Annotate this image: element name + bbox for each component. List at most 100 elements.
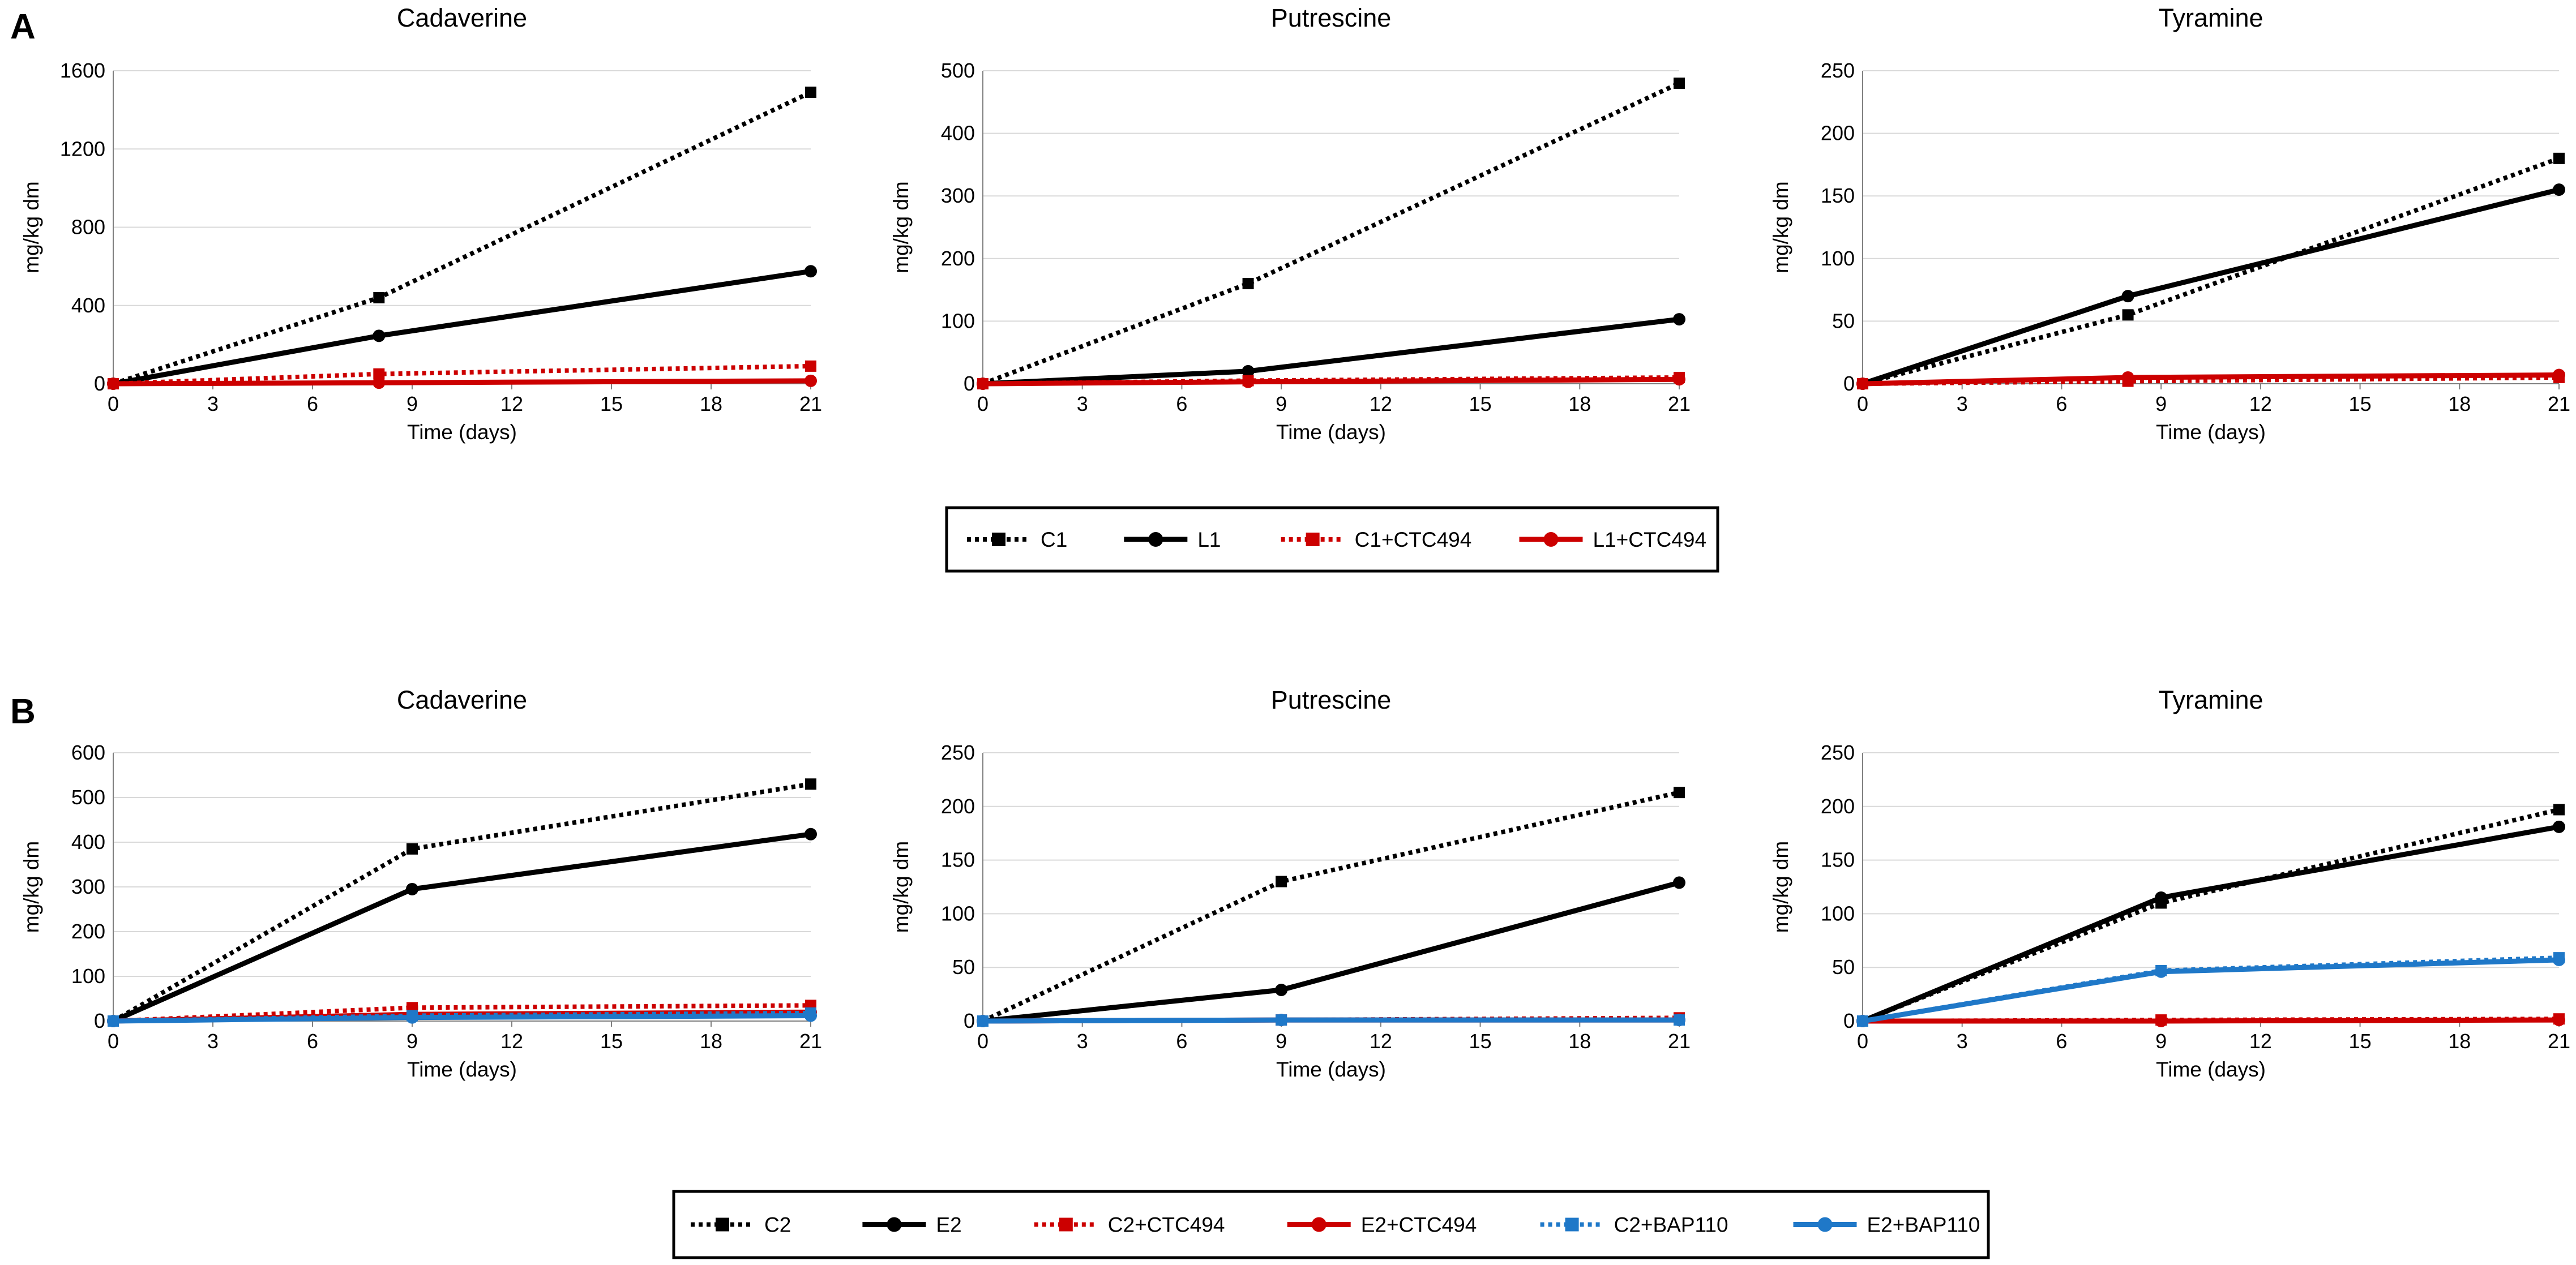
series-e2 (1856, 820, 2565, 1027)
x-axis-label: Time (days) (1276, 421, 1386, 444)
y-axis-label: mg/kg dm (1769, 181, 1792, 273)
y-tick-label: 100 (71, 964, 105, 988)
chart-b-cadaverine: 0 100 200 300 400 500 600 0 3 6 9 12 15 18 21 Cadaverin… (20, 685, 822, 1081)
legend-swatch-marker (716, 1217, 729, 1232)
x-tick-label: 3 (207, 1030, 219, 1053)
series-e2-ctc494 (1856, 1014, 2565, 1027)
legend-label: C2 (764, 1213, 791, 1237)
x-tick-label: 3 (1077, 392, 1088, 415)
series-e2-bap110 (1856, 953, 2565, 1027)
data-point (1673, 876, 1685, 889)
x-tick-label: 9 (406, 392, 418, 415)
data-point (805, 778, 816, 790)
x-tick-label: 21 (1668, 392, 1691, 415)
y-tick-label: 400 (71, 830, 105, 854)
data-point (2553, 183, 2565, 196)
x-tick-label: 12 (1370, 1030, 1392, 1053)
y-tick-label: 600 (71, 741, 105, 764)
x-tick-label: 15 (1469, 392, 1492, 415)
y-tick-label: 200 (941, 247, 975, 270)
data-point (406, 843, 418, 855)
legend-label: C2+CTC494 (1108, 1213, 1225, 1237)
legend-swatch-marker (1817, 1217, 1833, 1232)
series-c2 (977, 787, 1685, 1027)
y-tick-label: 0 (94, 1009, 105, 1032)
data-point (805, 360, 816, 372)
data-point (373, 376, 386, 389)
data-point (1242, 365, 1255, 378)
y-tick-label: 1600 (60, 59, 105, 82)
legend-item-l1: L1 (1124, 528, 1221, 551)
y-axis-label: mg/kg dm (889, 841, 913, 933)
series-line (1862, 187, 2560, 387)
y-tick-label: 150 (1821, 848, 1855, 872)
data-point (805, 87, 816, 98)
y-tick-label: 0 (94, 372, 105, 395)
data-point (2553, 152, 2565, 164)
data-point (1673, 313, 1685, 326)
x-axis-label: Time (days) (2156, 421, 2266, 444)
chart-title: Putrescine (1271, 3, 1392, 32)
x-tick-label: 6 (2056, 1030, 2067, 1053)
legend-label: E2+CTC494 (1361, 1213, 1477, 1237)
data-point (977, 1015, 989, 1027)
data-point (2553, 820, 2565, 833)
series-line (1863, 1017, 2560, 1024)
data-point (1673, 1014, 1685, 1027)
data-point (373, 368, 385, 380)
data-point (1275, 1014, 1288, 1027)
data-point (1674, 78, 1685, 89)
y-tick-label: 200 (71, 920, 105, 943)
data-point (1856, 378, 1869, 390)
legend-label: E2 (936, 1213, 961, 1237)
data-point (805, 374, 817, 387)
series-line (113, 1003, 811, 1023)
data-point (2553, 953, 2565, 966)
y-tick-label: 300 (71, 875, 105, 898)
chart-a-tyramine: 0 50 100 150 200 250 0 3 6 9 12 15 18 21 Tyramine Time … (1769, 3, 2570, 444)
series-line (1862, 824, 2560, 1024)
x-tick-label: 0 (1857, 1030, 1868, 1053)
x-tick-label: 18 (1568, 1030, 1591, 1053)
x-tick-label: 18 (700, 392, 722, 415)
legend-swatch-marker (1148, 532, 1163, 547)
legend-swatch-marker (1311, 1217, 1326, 1232)
y-tick-label: 500 (71, 786, 105, 809)
series-line (113, 378, 811, 387)
y-tick-label: 400 (71, 294, 105, 317)
series-c1 (1857, 152, 2565, 389)
y-tick-label: 300 (941, 184, 975, 207)
series-c1 (108, 87, 816, 389)
data-point (1673, 373, 1685, 386)
chart-b-putrescine: 0 50 100 150 200 250 0 3 6 9 12 15 18 21 Putrescine Tim… (889, 685, 1691, 1081)
panel-label-b: B (10, 692, 36, 731)
x-tick-label: 15 (1469, 1030, 1492, 1053)
series-line (112, 782, 811, 1023)
x-tick-label: 18 (1568, 392, 1591, 415)
chart-title: Cadaverine (397, 685, 527, 714)
panel-label-a: A (10, 7, 36, 46)
x-tick-label: 12 (500, 1030, 523, 1053)
y-tick-label: 500 (941, 59, 975, 82)
y-tick-label: 0 (964, 1009, 975, 1032)
x-tick-label: 12 (1370, 392, 1392, 415)
y-tick-label: 200 (1821, 122, 1855, 145)
x-tick-label: 0 (108, 392, 119, 415)
x-tick-label: 3 (1957, 392, 1968, 415)
legend-item-l1-ctc494: L1+CTC494 (1519, 528, 1706, 551)
x-tick-label: 3 (1077, 1030, 1088, 1053)
data-point (2553, 1014, 2565, 1027)
y-tick-label: 200 (1821, 795, 1855, 818)
x-tick-label: 9 (2155, 392, 2167, 415)
legend-label: C2+BAP110 (1614, 1213, 1728, 1237)
x-axis-label: Time (days) (2156, 1058, 2266, 1081)
x-tick-label: 15 (2349, 392, 2372, 415)
series-c1 (977, 78, 1685, 389)
x-tick-label: 0 (977, 1030, 989, 1053)
series-line (1862, 807, 2560, 1023)
legend-swatch-marker (992, 533, 1005, 546)
x-tick-label: 21 (799, 1030, 822, 1053)
data-point (2121, 371, 2134, 384)
x-axis-label: Time (days) (407, 1058, 517, 1081)
legend-swatch-marker (887, 1217, 902, 1232)
